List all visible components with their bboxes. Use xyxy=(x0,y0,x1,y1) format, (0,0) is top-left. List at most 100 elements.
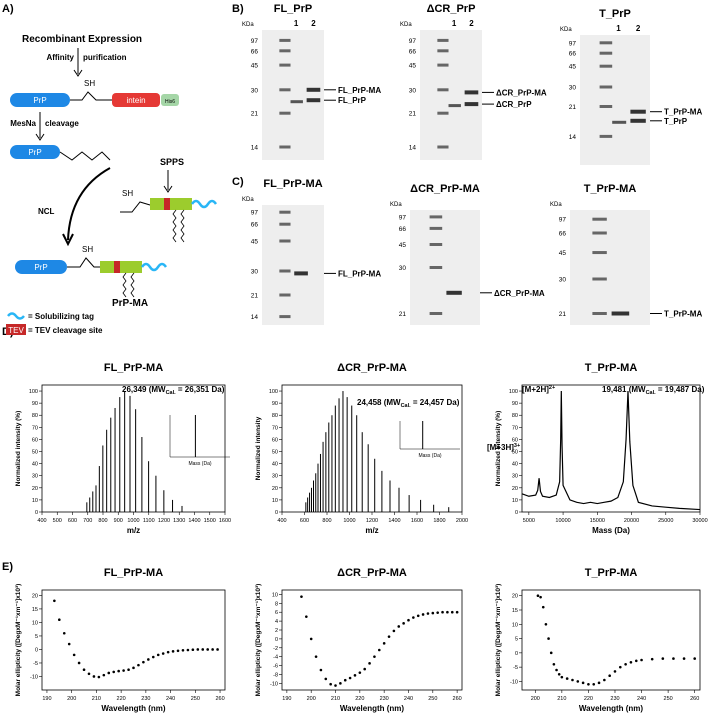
marker-band xyxy=(429,215,443,219)
tev-site xyxy=(6,324,26,335)
y-tick-label: 40 xyxy=(272,462,278,468)
tag xyxy=(140,262,168,272)
y-tick-label: 20 xyxy=(32,486,38,492)
gel-title: T_PrP xyxy=(599,8,631,20)
data-point xyxy=(382,642,386,645)
marker-band xyxy=(437,145,449,149)
data-point xyxy=(181,648,185,652)
spectrum-line xyxy=(521,391,701,511)
x-tick-label: 600 xyxy=(300,518,309,524)
data-point xyxy=(329,682,332,686)
x-tick-label: 260 xyxy=(215,696,224,702)
marker-band xyxy=(592,277,607,281)
y-tick-label: 0 xyxy=(275,637,278,643)
block-label: PrP xyxy=(28,148,41,157)
annotation-text: 19,481 (MW xyxy=(602,385,646,394)
y-tick-label: 0 xyxy=(515,651,518,657)
x-axis-label: m/z xyxy=(365,526,378,535)
data-point xyxy=(397,625,401,628)
data-point xyxy=(613,670,617,673)
gel xyxy=(580,35,650,165)
thioester xyxy=(59,151,111,161)
marker-label: 30 xyxy=(569,85,577,92)
y-tick-label: 15 xyxy=(32,607,38,613)
marker-label: 66 xyxy=(251,48,259,55)
band-label: FL_PrP xyxy=(338,96,367,105)
data-point xyxy=(72,653,76,657)
band-label: FL_PrP-MA xyxy=(338,269,381,278)
marker-band xyxy=(599,41,613,45)
marker-label: 21 xyxy=(399,311,407,318)
arrow-head xyxy=(62,233,74,247)
data-point xyxy=(629,660,633,664)
x-tick-label: 260 xyxy=(453,696,462,702)
marker-label: 30 xyxy=(399,265,407,272)
data-point xyxy=(161,652,165,655)
gel xyxy=(262,30,324,160)
step-label: MesNa xyxy=(10,119,36,128)
data-point xyxy=(137,663,140,667)
inset-x-label: Mass (Da) xyxy=(418,453,441,459)
band-label: FL_PrP-MA xyxy=(338,86,381,95)
data-point xyxy=(387,635,391,638)
linker xyxy=(120,201,151,213)
his-block xyxy=(161,94,179,106)
marker-band xyxy=(279,293,291,297)
marker-band xyxy=(592,231,607,235)
gel xyxy=(262,205,324,325)
marker-label: 21 xyxy=(251,293,259,300)
plot-frame xyxy=(41,384,226,513)
data-point xyxy=(431,611,435,615)
y-tick-label: 70 xyxy=(32,425,38,431)
y-tick-label: 15 xyxy=(512,608,518,614)
data-point xyxy=(536,594,540,598)
data-point xyxy=(107,671,111,675)
y-tick-label: 100 xyxy=(509,389,518,395)
marker-band xyxy=(437,111,449,115)
annotation-sub: Cal. xyxy=(166,390,177,396)
y-tick-label: 50 xyxy=(512,450,518,456)
data-point xyxy=(58,618,61,622)
marker-label: 21 xyxy=(251,111,259,118)
data-point xyxy=(412,616,415,619)
unit-label: KDa xyxy=(560,27,572,33)
y-tick-label: 0 xyxy=(35,647,38,653)
y-tick-label: 10 xyxy=(512,622,518,628)
marker-label: 97 xyxy=(569,40,577,47)
data-point xyxy=(552,662,556,666)
x-tick-label: 25000 xyxy=(658,518,673,524)
data-point xyxy=(426,612,430,615)
y-tick-label: -8 xyxy=(273,672,278,678)
data-point xyxy=(624,662,627,666)
data-point xyxy=(77,661,81,665)
data-point xyxy=(305,615,308,618)
block-label: His6 xyxy=(165,99,175,105)
marker-label: 66 xyxy=(559,231,567,238)
data-point xyxy=(358,671,362,674)
data-point xyxy=(368,662,371,665)
lane-label: 2 xyxy=(469,19,474,28)
y-tick-label: 10 xyxy=(512,498,518,504)
data-point xyxy=(587,682,590,686)
data-point xyxy=(407,618,410,622)
data-point xyxy=(402,622,405,625)
y-tick-label: 80 xyxy=(512,413,518,419)
chart-title: FL_PrP-MA xyxy=(104,567,163,579)
gel xyxy=(420,30,482,160)
sample-band xyxy=(464,90,479,95)
marker-band xyxy=(279,145,291,149)
x-tick-label: 190 xyxy=(42,696,51,702)
lipid-chains xyxy=(122,272,135,298)
marker-label: 66 xyxy=(399,226,407,233)
data-point xyxy=(392,629,396,633)
y-tick-label: 90 xyxy=(272,401,278,407)
x-tick-label: 200 xyxy=(307,696,316,702)
data-point xyxy=(53,599,56,603)
step-label: NCL xyxy=(38,207,55,216)
y-tick-label: 60 xyxy=(512,437,518,443)
unit-label: KDa xyxy=(242,197,254,203)
peptide-block xyxy=(100,261,142,273)
y-tick-label: 70 xyxy=(512,425,518,431)
marker-label: 14 xyxy=(409,145,417,152)
data-point xyxy=(334,684,337,687)
